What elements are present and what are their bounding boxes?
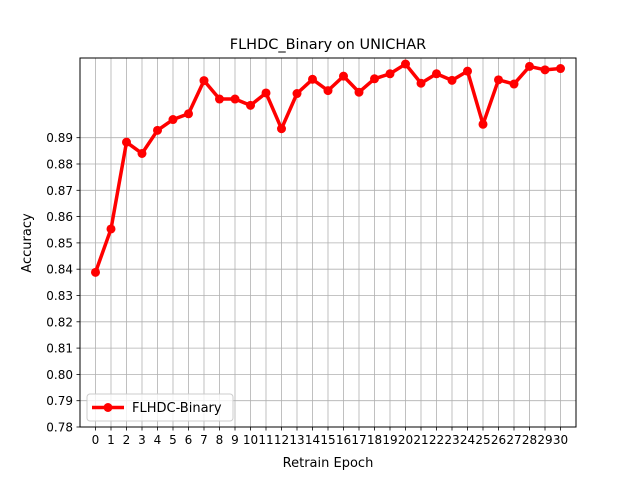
data-point <box>478 119 488 129</box>
x-tick-label: 20 <box>398 433 413 447</box>
data-point <box>246 100 255 110</box>
y-tick-label: 0.78 <box>46 421 73 435</box>
x-tick-label: 23 <box>444 433 459 447</box>
x-tick-label: 8 <box>216 433 224 447</box>
x-tick-label: 14 <box>305 433 320 447</box>
data-point <box>525 61 534 71</box>
legend-box <box>86 393 234 422</box>
data-point <box>385 69 395 79</box>
x-tick-label: 18 <box>367 433 382 447</box>
data-point <box>416 78 426 88</box>
data-point <box>432 69 441 79</box>
data-point <box>122 137 131 147</box>
y-tick-label: 0.83 <box>46 289 73 303</box>
series-layer <box>91 59 565 277</box>
x-tick-label: 7 <box>200 433 208 447</box>
data-point <box>447 75 457 85</box>
data-point <box>106 224 116 234</box>
chart-title: FLHDC_Binary on UNICHAR <box>230 37 427 53</box>
x-tick-label: 19 <box>382 433 397 447</box>
y-tick-label: 0.81 <box>46 342 73 356</box>
y-tick-label: 0.84 <box>46 263 73 277</box>
axis-ticks: 0 1 2 3 4 5 6 7 8 9 10 11 12 13 14 15 16 17 18 19 20 21 22 23 24… <box>46 131 568 447</box>
data-point <box>494 75 503 85</box>
x-tick-label: 15 <box>320 433 335 447</box>
data-point <box>354 87 364 97</box>
data-point <box>261 88 271 98</box>
data-point <box>91 267 100 277</box>
data-point <box>184 109 193 119</box>
x-tick-label: 11 <box>258 433 273 447</box>
x-tick-label: 25 <box>475 433 490 447</box>
data-point <box>339 71 348 81</box>
x-tick-label: 27 <box>506 433 521 447</box>
x-tick-label: 12 <box>274 433 289 447</box>
plot-frame <box>79 57 577 428</box>
x-axis-label: Retrain Epoch <box>283 456 374 471</box>
x-tick-label: 3 <box>138 433 146 447</box>
data-point <box>277 124 286 134</box>
y-tick-label: 0.85 <box>46 236 73 250</box>
data-point <box>168 115 178 125</box>
legend-label: FLHDC-Binary <box>132 401 222 416</box>
x-tick-label: 16 <box>336 433 351 447</box>
x-tick-label: 29 <box>537 433 552 447</box>
data-point <box>292 89 302 99</box>
y-tick-label: 0.89 <box>46 131 73 145</box>
x-tick-label: 28 <box>522 433 537 447</box>
data-point <box>323 86 333 96</box>
data-point <box>370 74 379 84</box>
x-tick-label: 2 <box>123 433 131 447</box>
y-axis-label: Accuracy <box>20 213 35 273</box>
data-point <box>401 59 410 69</box>
x-tick-label: 22 <box>429 433 444 447</box>
y-tick-label: 0.82 <box>46 315 73 329</box>
y-tick-label: 0.80 <box>46 368 73 382</box>
x-tick-label: 1 <box>107 433 115 447</box>
x-tick-label: 13 <box>289 433 304 447</box>
data-point <box>137 148 147 158</box>
x-tick-label: 5 <box>169 433 177 447</box>
x-tick-label: 24 <box>460 433 475 447</box>
data-point <box>215 94 224 104</box>
x-tick-label: 9 <box>231 433 239 447</box>
data-point <box>463 66 472 76</box>
x-tick-label: 26 <box>491 433 506 447</box>
x-tick-label: 10 <box>243 433 258 447</box>
x-tick-label: 21 <box>413 433 428 447</box>
y-tick-label: 0.87 <box>46 184 73 198</box>
x-tick-label: 4 <box>154 433 162 447</box>
y-tick-label: 0.86 <box>46 210 73 224</box>
x-tick-label: 17 <box>351 433 366 447</box>
grid <box>80 58 576 428</box>
legend-marker-swatch <box>103 403 113 412</box>
legend: FLHDC-Binary <box>86 393 234 422</box>
data-point <box>509 79 519 89</box>
y-tick-label: 0.88 <box>46 157 73 171</box>
data-point <box>230 94 240 104</box>
data-point <box>556 64 565 74</box>
data-point <box>540 65 550 75</box>
x-tick-label: 6 <box>185 433 193 447</box>
data-point <box>153 125 162 135</box>
x-tick-label: 30 <box>553 433 568 447</box>
y-tick-label: 0.79 <box>46 394 73 408</box>
data-point <box>308 74 317 84</box>
data-point <box>199 76 209 86</box>
x-tick-label: 0 <box>92 433 100 447</box>
